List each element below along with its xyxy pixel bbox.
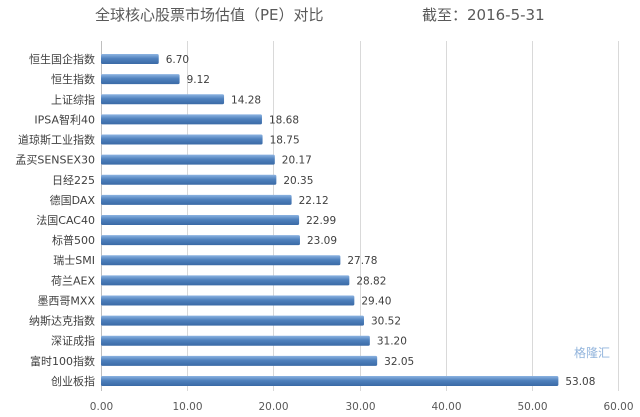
category-label: 荷兰AEX [51,274,95,287]
category-label: IPSA智利40 [34,112,95,126]
value-label: 14.28 [231,94,261,106]
bar [101,194,292,205]
bar [101,375,559,386]
bar [101,174,277,185]
value-label: 18.75 [270,135,300,147]
value-label: 6.70 [166,54,189,66]
category-label: 日经225 [52,174,95,187]
category-label: 恒生国企指数 [29,52,95,66]
category-label: 纳斯达克指数 [29,314,95,328]
value-label: 27.78 [347,255,377,267]
bar [101,94,225,105]
value-label: 9.12 [187,74,210,86]
value-label: 29.40 [361,295,391,307]
category-label: 德国DAX [50,193,96,207]
watermark-text: 格隆汇 [574,346,611,360]
x-tick-label: 0.00 [90,401,113,413]
bar [101,275,350,286]
bar [101,114,262,125]
value-label: 28.82 [356,275,386,287]
category-label: 孟买SENSEX30 [15,154,95,167]
chart-title-main: 全球核心股票市场估值（PE）对比 [95,6,324,24]
category-label: 瑞士SMI [53,253,95,267]
value-label: 20.35 [283,175,313,187]
bar [101,215,300,225]
value-label: 31.20 [377,336,407,348]
value-label: 22.12 [299,195,329,207]
x-tick-label: 60.00 [603,401,633,413]
bar [101,355,378,366]
category-label: 道琼斯工业指数 [18,133,95,147]
value-label: 22.99 [306,215,336,227]
category-label: 恒生指数 [51,72,95,86]
category-label: 富时100指数 [30,354,95,368]
x-tick-label: 20.00 [258,401,288,413]
chart-title-date: 截至：2016-5-31 [422,6,545,24]
category-label: 墨西哥MXX [37,294,95,307]
value-label: 18.68 [269,114,299,126]
x-tick-label: 40.00 [431,401,461,413]
x-tick-label: 50.00 [517,401,547,413]
chart-title: 全球核心股票市场估值（PE）对比 截至：2016-5-31 [0,2,640,28]
bar [101,315,364,326]
x-tick-label: 30.00 [345,401,375,413]
value-label: 30.52 [371,316,401,328]
category-label: 上证综指 [51,92,95,106]
value-label: 23.09 [307,235,337,247]
bar [101,154,275,165]
category-label: 标普500 [52,233,95,247]
value-label: 32.05 [384,356,414,368]
bar [101,335,370,346]
category-label: 法国CAC40 [36,213,95,227]
x-tick-label: 10.00 [172,401,202,413]
value-label: 20.17 [282,155,312,167]
bar [101,235,300,246]
value-label: 53.08 [565,376,595,388]
bar [101,54,159,65]
bar [101,295,355,306]
category-label: 创业板指 [51,374,95,388]
bar [101,134,263,145]
bar [101,255,341,266]
category-label: 深证成指 [51,334,95,348]
bar [101,74,180,85]
